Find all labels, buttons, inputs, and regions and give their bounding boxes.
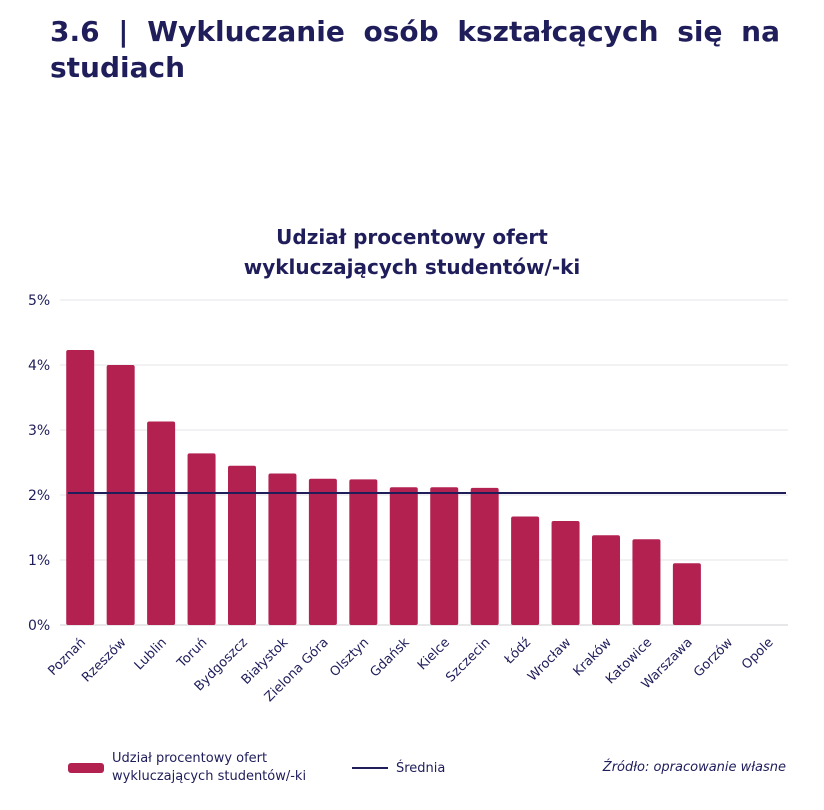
bar [389, 487, 418, 625]
bar [470, 487, 499, 625]
grid-lines [60, 299, 788, 626]
chart-title-line-1: Udział procentowy ofert [276, 225, 548, 249]
x-tick-label: Olsztyn [327, 635, 372, 680]
y-tick-label: 2% [28, 488, 50, 504]
y-tick-label: 0% [28, 618, 50, 634]
bar [592, 535, 620, 625]
x-tick-label: Łódź [501, 635, 534, 668]
x-tick-label: Rzeszów [79, 635, 129, 685]
legend-line-label: Średnia [396, 760, 446, 776]
y-tick-label: 4% [28, 358, 50, 374]
bar [551, 521, 580, 625]
x-tick-label: Toruń [174, 635, 210, 671]
x-tick-label: Lublin [132, 635, 170, 673]
bar [430, 487, 459, 625]
bar [268, 473, 297, 625]
x-tick-label: Szczecin [443, 635, 493, 685]
y-tick-label: 5% [28, 293, 50, 309]
bar [228, 465, 256, 625]
legend-bar-swatch [68, 763, 104, 773]
bar [187, 453, 216, 625]
x-tick-label: Opole [739, 635, 777, 673]
bar [632, 539, 661, 625]
bar [106, 365, 135, 625]
x-tick-label: Gdańsk [367, 635, 412, 680]
x-tick-label: Kielce [415, 635, 453, 673]
y-axis-tick-labels: 0% 1% 2% 3% 4% 5% [28, 293, 50, 634]
legend-line-swatch [352, 767, 388, 769]
x-tick-label: Wrocław [525, 635, 575, 685]
page-heading: 3.6 | Wykluczanie osób kształcących się … [50, 15, 780, 84]
chart-title-line-2: wykluczających studentów/-ki [243, 255, 581, 279]
bar [349, 479, 378, 625]
y-tick-label: 1% [28, 553, 50, 569]
bar [511, 516, 540, 625]
x-tick-label: Gorzów [691, 635, 736, 680]
bars [66, 350, 701, 625]
bar [66, 350, 95, 625]
legend: Udział procentowy ofert wykluczających s… [68, 750, 445, 786]
bar [147, 421, 176, 625]
y-tick-label: 3% [28, 423, 50, 439]
bar [672, 563, 701, 625]
chart-title: Udział procentowy ofert wykluczających s… [0, 222, 824, 282]
bar [308, 478, 337, 625]
legend-bar-label: Udział procentowy ofert wykluczających s… [112, 751, 307, 784]
source-note: Źródło: opracowanie własne [602, 760, 786, 775]
